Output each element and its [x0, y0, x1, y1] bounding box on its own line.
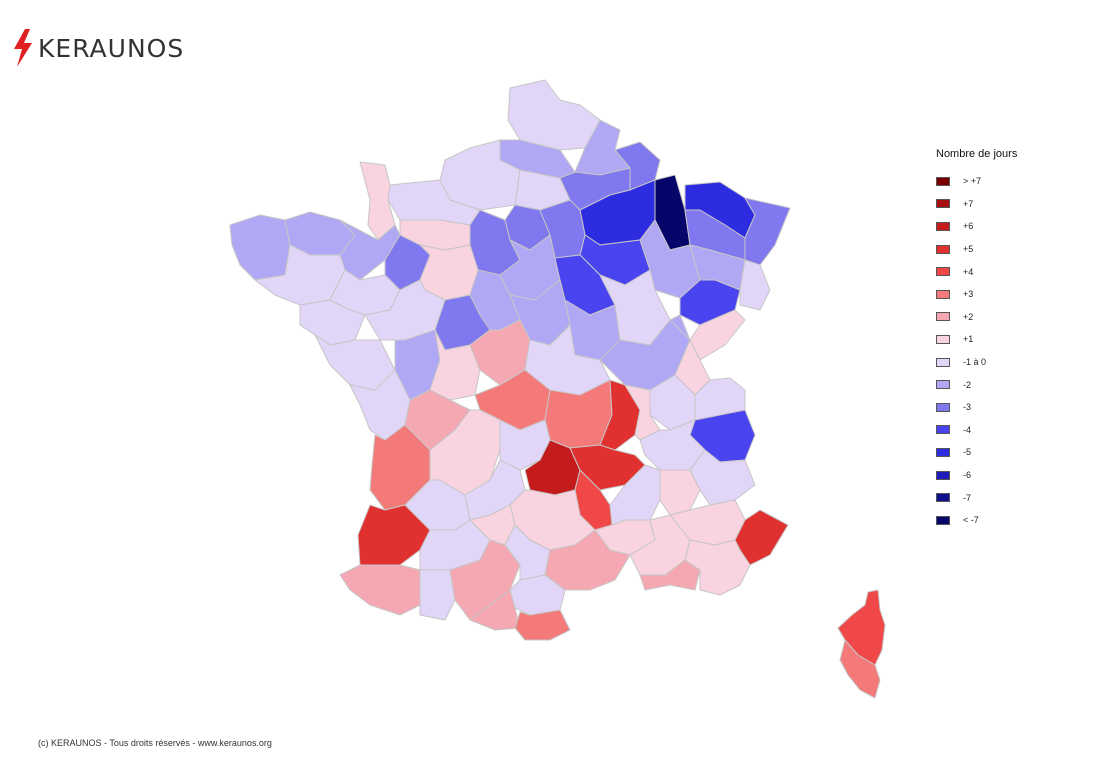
legend-swatch: [936, 176, 950, 186]
region-isere: [639, 419, 706, 471]
legend-item: -7: [936, 486, 1066, 509]
region-haut-rhin: [739, 259, 771, 311]
legend-swatch: [936, 493, 950, 503]
legend-label: +4: [963, 266, 974, 277]
legend-label: -3: [963, 402, 972, 413]
legend-swatch: [936, 289, 950, 299]
legend-item: < -7: [936, 509, 1066, 532]
legend-swatch: [936, 402, 950, 412]
legend-swatch: [936, 244, 950, 254]
region-haute-garonne: [449, 539, 521, 621]
legend-item: +4: [936, 260, 1066, 283]
region-bouches-rhone: [639, 559, 701, 591]
legend-swatch: [936, 267, 950, 277]
region-pyrenees-orientales: [514, 609, 571, 641]
legend-item: -1 à 0: [936, 351, 1066, 374]
region-maine-loire: [364, 279, 446, 341]
legend-label: -4: [963, 424, 972, 435]
legend-item: +7: [936, 193, 1066, 216]
legend-swatch: [936, 515, 950, 525]
region-morbihan: [254, 244, 346, 306]
map-legend: Nombre de jours > +7 +7 +6 +5 +4 +3 +2 +1 -1 à 0…: [936, 148, 1066, 532]
legend-swatch: [936, 334, 950, 344]
keraunos-logo: KERAUNOS: [12, 28, 184, 68]
legend-label: +7: [963, 198, 974, 209]
legend-item: > +7: [936, 170, 1066, 193]
legend-label: +2: [963, 311, 974, 322]
legend-item: -3: [936, 396, 1066, 419]
region-ille-vilaine: [339, 219, 401, 281]
legend-item: -4: [936, 419, 1066, 442]
legend-swatch: [936, 221, 950, 231]
legend-label: +5: [963, 244, 974, 255]
legend-item: +2: [936, 306, 1066, 329]
legend-label: -6: [963, 470, 972, 481]
legend-swatch: [936, 199, 950, 209]
legend-label: > +7: [963, 176, 982, 187]
region-pyrenees-atlantiques: [339, 564, 421, 616]
legend-swatch: [936, 312, 950, 322]
brand-name: KERAUNOS: [38, 33, 185, 63]
lightning-bolt-icon: [14, 29, 32, 67]
legend-item: +6: [936, 215, 1066, 238]
region-corse-du-sud: [839, 639, 881, 699]
legend-title: Nombre de jours: [936, 148, 1018, 160]
legend-label: +6: [963, 221, 974, 232]
legend-label: -1 à 0: [963, 357, 987, 368]
legend-label: -2: [963, 379, 972, 390]
legend-label: +1: [963, 334, 974, 345]
legend-swatch: [936, 357, 950, 367]
legend-item: +5: [936, 238, 1066, 261]
region-nord: [507, 79, 601, 151]
legend-label: -7: [963, 492, 972, 503]
legend-label: -5: [963, 447, 972, 458]
region-hautes-pyrenees: [419, 569, 456, 621]
region-herault: [544, 529, 631, 591]
legend-item: -6: [936, 464, 1066, 487]
region-hautes-alpes: [689, 449, 756, 506]
region-aude: [509, 574, 566, 616]
legend-item: -2: [936, 373, 1066, 396]
legend-item: +1: [936, 328, 1066, 351]
legend-swatch: [936, 380, 950, 390]
region-ariege: [469, 589, 521, 631]
region-var: [684, 539, 751, 596]
region-alsace-north: [744, 197, 791, 266]
legend-swatch: [936, 425, 950, 435]
legend-label: +3: [963, 289, 974, 300]
legend-label: < -7: [963, 515, 979, 526]
legend-swatch: [936, 470, 950, 480]
region-finistere: [229, 214, 291, 281]
legend-item: +3: [936, 283, 1066, 306]
legend-swatch: [936, 447, 950, 457]
copyright-notice: (c) KERAUNOS - Tous droits réservés - ww…: [38, 738, 272, 748]
legend-item: -5: [936, 441, 1066, 464]
